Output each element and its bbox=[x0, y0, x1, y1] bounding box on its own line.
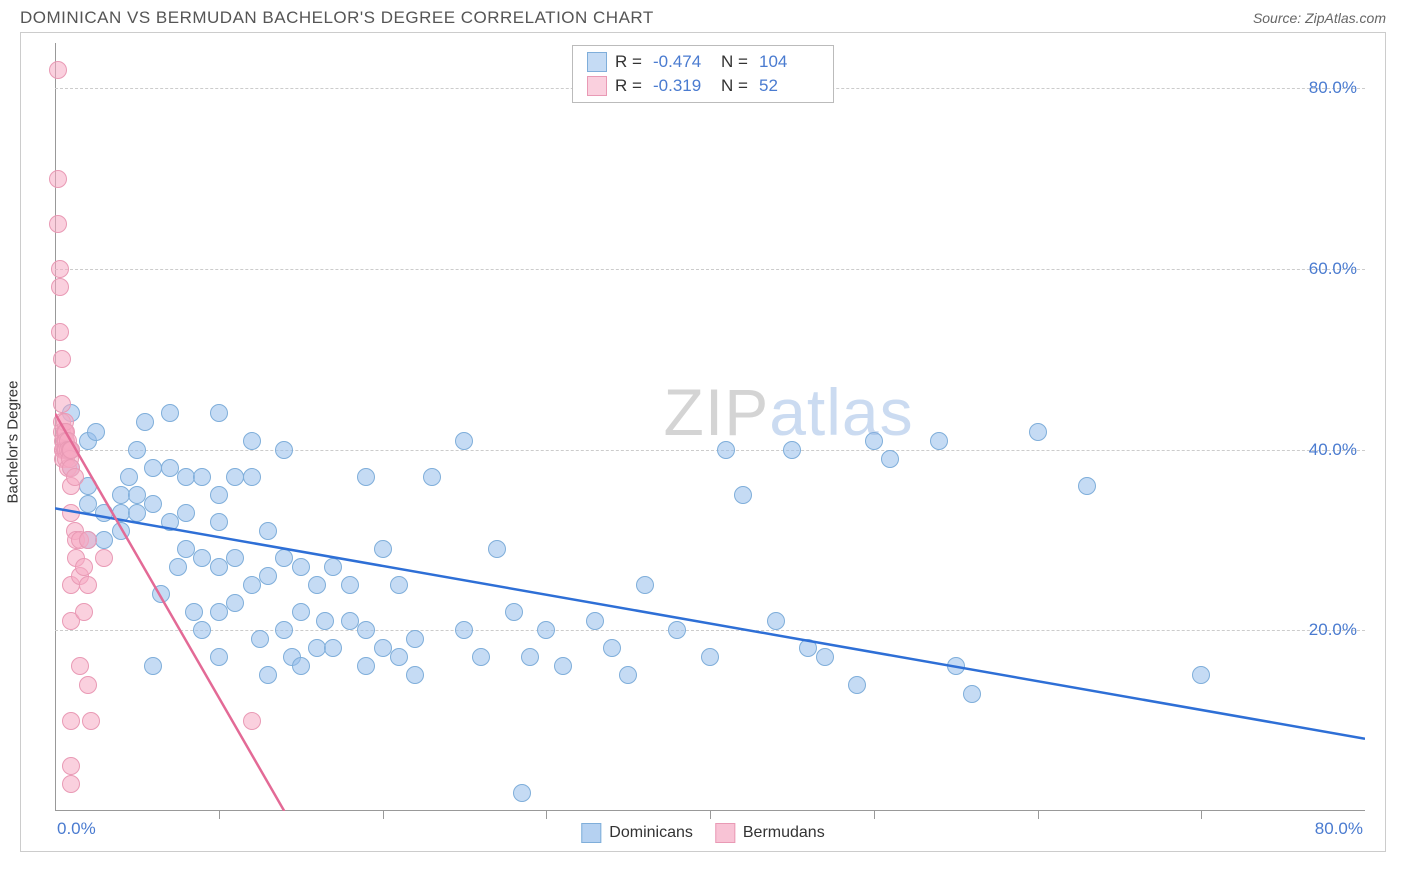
trend-line bbox=[55, 413, 284, 811]
x-tick-mark bbox=[219, 811, 220, 819]
legend-label: Dominicans bbox=[609, 824, 693, 842]
x-axis-min-label: 0.0% bbox=[57, 819, 96, 839]
header: DOMINICAN VS BERMUDAN BACHELOR'S DEGREE … bbox=[0, 0, 1406, 32]
legend-swatch bbox=[587, 76, 607, 96]
r-label: R = bbox=[615, 52, 645, 72]
legend-row: R = -0.319 N = 52 bbox=[587, 74, 819, 98]
correlation-legend: R = -0.474 N = 104 R = -0.319 N = 52 bbox=[572, 45, 834, 103]
series-legend: Dominicans Bermudans bbox=[581, 823, 824, 843]
n-value: 52 bbox=[759, 76, 819, 96]
x-axis-max-label: 80.0% bbox=[1315, 819, 1363, 839]
legend-item: Bermudans bbox=[715, 823, 825, 843]
x-tick-mark bbox=[874, 811, 875, 819]
trend-line bbox=[55, 508, 1365, 738]
plot-area: ZIPatlas 20.0%40.0%60.0%80.0% bbox=[55, 43, 1365, 811]
legend-label: Bermudans bbox=[743, 824, 825, 842]
chart-container: Bachelor's Degree ZIPatlas 20.0%40.0%60.… bbox=[20, 32, 1386, 852]
n-value: 104 bbox=[759, 52, 819, 72]
x-tick-mark bbox=[1038, 811, 1039, 819]
legend-item: Dominicans bbox=[581, 823, 693, 843]
legend-row: R = -0.474 N = 104 bbox=[587, 50, 819, 74]
r-value: -0.474 bbox=[653, 52, 713, 72]
r-value: -0.319 bbox=[653, 76, 713, 96]
y-axis-label: Bachelor's Degree bbox=[5, 381, 22, 504]
legend-swatch bbox=[587, 52, 607, 72]
x-tick-mark bbox=[383, 811, 384, 819]
x-tick-mark bbox=[1201, 811, 1202, 819]
chart-title: DOMINICAN VS BERMUDAN BACHELOR'S DEGREE … bbox=[20, 8, 654, 28]
r-label: R = bbox=[615, 76, 645, 96]
n-label: N = bbox=[721, 76, 751, 96]
legend-swatch bbox=[715, 823, 735, 843]
source-attribution: Source: ZipAtlas.com bbox=[1253, 10, 1386, 26]
n-label: N = bbox=[721, 52, 751, 72]
trend-overlay bbox=[55, 43, 1365, 811]
legend-swatch bbox=[581, 823, 601, 843]
x-tick-mark bbox=[710, 811, 711, 819]
x-tick-mark bbox=[546, 811, 547, 819]
